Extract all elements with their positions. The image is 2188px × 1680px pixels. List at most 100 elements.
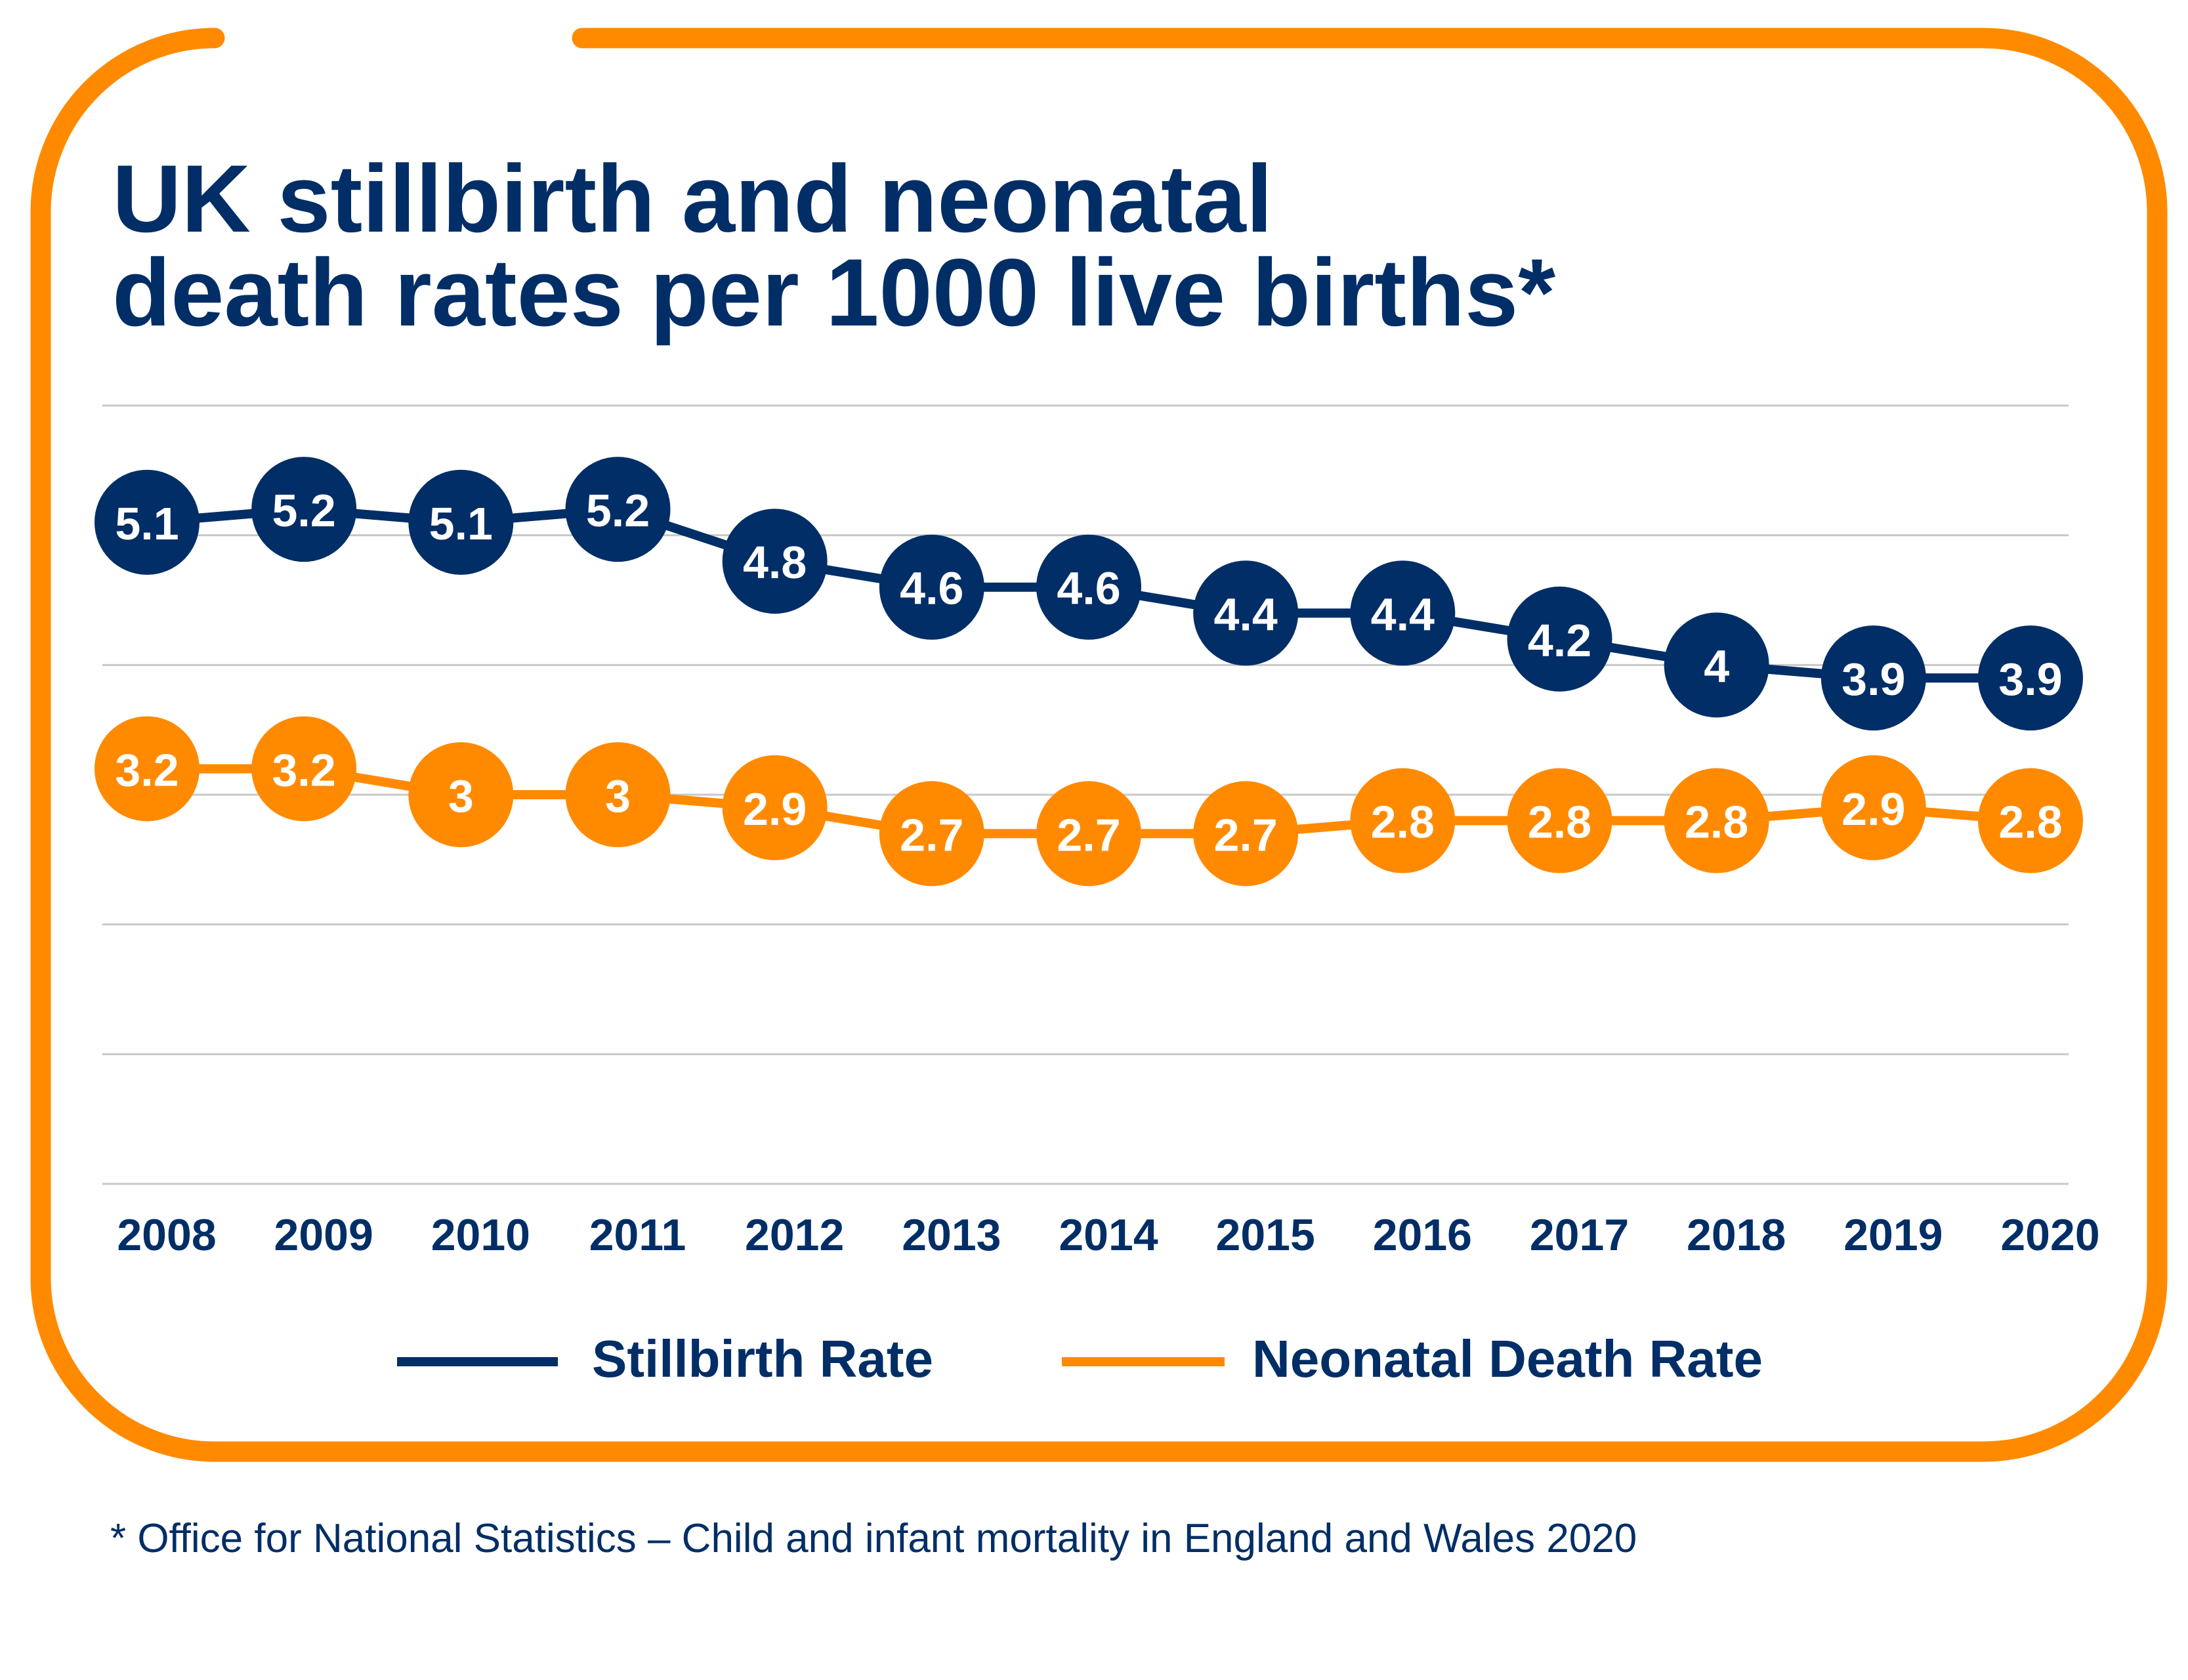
data-point: 3.9: [1820, 625, 1926, 731]
data-point: 4.4: [1350, 560, 1456, 666]
data-label: 4: [1704, 640, 1729, 692]
data-point: 3: [565, 742, 671, 847]
data-point: 5.2: [565, 457, 671, 562]
data-point: 2.8: [1507, 768, 1612, 873]
data-point-marker: [1978, 768, 2083, 873]
data-label: 3.2: [115, 744, 179, 795]
legend-label-neonatal: Neonatal Death Rate: [1252, 1330, 1763, 1388]
legend: Stillbirth Rate Neonatal Death Rate: [397, 1330, 1763, 1388]
data-label: 2.7: [1057, 809, 1120, 860]
data-label: 2.9: [1841, 784, 1905, 835]
data-point: 3.9: [1978, 625, 2083, 731]
x-axis-labels: 2008 2009 2010 2011 2012 2013 2014 2015 2016 2017…: [117, 1210, 2099, 1260]
data-label: 2.7: [900, 809, 963, 860]
data-point: 2.8: [1664, 768, 1769, 873]
x-tick-label: 2009: [274, 1210, 373, 1260]
data-point-marker: [879, 534, 984, 640]
data-point: 2.7: [1193, 781, 1299, 887]
data-label: 4.6: [1057, 563, 1120, 614]
data-point: 4.8: [722, 509, 828, 614]
data-point-marker: [722, 755, 828, 860]
data-point-marker: [1350, 560, 1456, 666]
data-point: 2.9: [1820, 755, 1926, 860]
data-point-marker: [1036, 781, 1141, 887]
data-label: 2.8: [1685, 797, 1748, 848]
data-label: 5.2: [272, 485, 336, 536]
x-tick-label: 2016: [1373, 1210, 1472, 1260]
data-point: 4.2: [1507, 586, 1612, 692]
data-point-marker: [1193, 560, 1299, 666]
x-tick-label: 2010: [431, 1210, 530, 1260]
data-point: 5.2: [251, 457, 357, 562]
data-point-marker: [408, 742, 514, 847]
data-label: 4.4: [1214, 589, 1278, 640]
x-tick-label: 2008: [117, 1210, 216, 1260]
data-point-marker: [565, 457, 671, 562]
data-point: 2.8: [1978, 768, 2083, 873]
data-point-marker: [408, 469, 514, 575]
x-tick-label: 2015: [1216, 1210, 1315, 1260]
data-label: 2.8: [1371, 797, 1435, 848]
data-point-marker: [565, 742, 671, 847]
legend-label-stillbirth: Stillbirth Rate: [592, 1330, 933, 1388]
data-label: 5.1: [429, 498, 493, 549]
x-tick-label: 2011: [589, 1210, 686, 1260]
footnote: * Office for National Statistics – Child…: [110, 1516, 1637, 1561]
data-point-marker: [1978, 625, 2083, 731]
data-label: 4.2: [1528, 615, 1591, 666]
data-points: 5.1 5.2 5.1 5.2 4.8 4.6 4.6 4.4 4.4 4.2 4 3.9 3.9 3.2…: [95, 457, 2083, 887]
data-point-marker: [1664, 612, 1769, 718]
data-point: 2.7: [879, 781, 984, 887]
data-point: 3: [408, 742, 514, 847]
data-label: 3: [605, 770, 631, 822]
data-point: 4.6: [879, 534, 984, 640]
x-tick-label: 2017: [1530, 1210, 1629, 1260]
data-point-marker: [1507, 768, 1612, 873]
x-tick-label: 2012: [745, 1210, 844, 1260]
data-point: 2.7: [1036, 781, 1141, 887]
x-tick-label: 2014: [1059, 1210, 1158, 1260]
data-point-marker: [1820, 755, 1926, 860]
chart-title-line-2: death rates per 1000 live births*: [112, 239, 1555, 346]
data-point: 2.9: [722, 755, 828, 860]
data-point: 5.1: [408, 469, 514, 575]
data-label: 2.7: [1214, 809, 1278, 860]
data-point: 3.2: [251, 716, 357, 822]
chart-title-line-1: UK stillbirth and neonatal: [112, 145, 1273, 252]
data-point: 4.4: [1193, 560, 1299, 666]
data-point: 4: [1664, 612, 1769, 718]
data-point-marker: [1507, 586, 1612, 692]
data-point-marker: [95, 469, 200, 575]
data-label: 3.9: [1841, 654, 1905, 705]
data-label: 2.9: [743, 784, 807, 835]
data-point-marker: [879, 781, 984, 887]
data-label: 3: [448, 770, 474, 822]
data-point-marker: [1193, 781, 1299, 887]
data-label: 2.8: [1528, 797, 1591, 848]
data-point-marker: [1036, 534, 1141, 640]
data-point: 5.1: [95, 469, 200, 575]
data-point-marker: [1820, 625, 1926, 731]
frame-border: [30, 28, 2168, 1462]
data-label: 3.9: [1998, 654, 2062, 705]
data-label: 2.8: [1998, 797, 2062, 848]
x-tick-label: 2013: [902, 1210, 1001, 1260]
data-point-marker: [1664, 768, 1769, 873]
data-point-marker: [722, 509, 828, 614]
data-point-marker: [251, 716, 357, 822]
data-label: 4.4: [1371, 589, 1435, 640]
x-tick-label: 2018: [1687, 1210, 1786, 1260]
x-tick-label: 2019: [1843, 1210, 1943, 1260]
data-label: 4.8: [743, 537, 807, 588]
data-label: 4.6: [900, 563, 963, 614]
data-point-marker: [95, 716, 200, 822]
data-point-marker: [1350, 768, 1456, 873]
data-point-marker: [251, 457, 357, 562]
x-tick-label: 2020: [2000, 1210, 2099, 1260]
data-point: 4.6: [1036, 534, 1141, 640]
data-point: 2.8: [1350, 768, 1456, 873]
data-label: 5.1: [115, 498, 179, 549]
data-point: 3.2: [95, 716, 200, 822]
data-label: 5.2: [586, 485, 650, 536]
